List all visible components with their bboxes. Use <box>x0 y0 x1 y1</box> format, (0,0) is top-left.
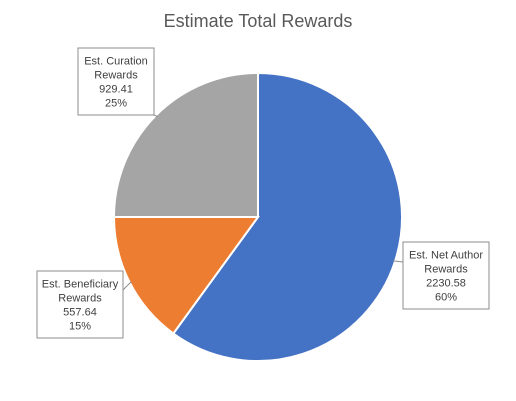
callout-leader-beneficiary <box>122 281 132 291</box>
callout-box <box>77 47 155 116</box>
callout-label: Est. Beneficiary <box>42 279 119 291</box>
data-callout-curation: Est. Curation Rewards 929.41 25% <box>77 47 155 116</box>
callout-box <box>36 270 124 339</box>
callout-label: Rewards <box>58 293 102 305</box>
data-callout-net-author: Est. Net Author Rewards 2230.58 60% <box>402 241 490 310</box>
data-label-percent: 60% <box>435 292 457 304</box>
callout-label: Est. Curation <box>84 56 148 68</box>
pie-slices <box>112 71 403 362</box>
callout-leader-net-author <box>392 260 404 263</box>
data-label-percent: 25% <box>105 98 127 110</box>
callout-label: Rewards <box>424 264 468 276</box>
pie-slice-curation <box>112 71 259 218</box>
callout-box <box>402 241 490 310</box>
chart-title: Estimate Total Rewards <box>164 11 353 31</box>
data-label-value: 557.64 <box>63 307 97 319</box>
data-callouts: Est. Net Author Rewards 2230.58 60% Est. Ben… <box>36 47 490 339</box>
callout-label: Rewards <box>94 70 138 82</box>
data-label-value: 2230.58 <box>426 278 466 290</box>
callout-leaders <box>122 114 404 291</box>
data-callout-beneficiary: Est. Beneficiary Rewards 557.64 15% <box>36 270 124 339</box>
data-label-value: 929.41 <box>99 84 133 96</box>
pie-slice-beneficiary <box>112 216 260 335</box>
data-label-percent: 15% <box>69 321 91 333</box>
callout-label: Est. Net Author <box>409 250 483 262</box>
callout-leader-curation <box>153 114 158 118</box>
